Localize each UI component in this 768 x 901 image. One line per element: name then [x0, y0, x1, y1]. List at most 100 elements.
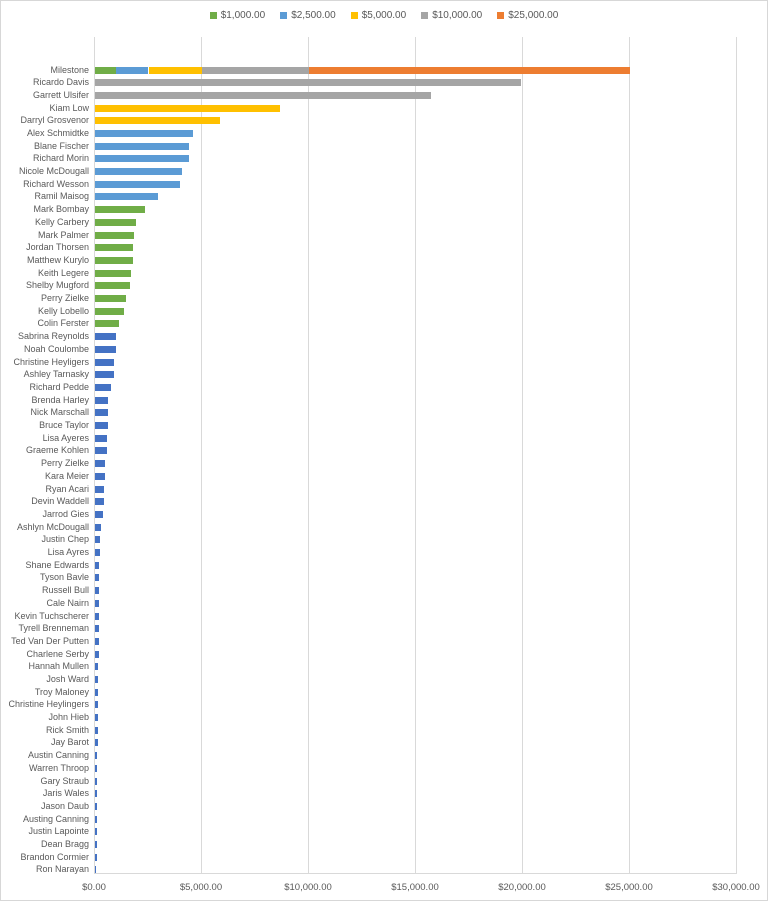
legend-label: $5,000.00	[361, 10, 407, 21]
bar	[95, 790, 98, 798]
category-label: Kelly Carbery	[34, 216, 89, 227]
legend-item: $25,000.00	[497, 10, 558, 21]
bar	[95, 815, 98, 823]
category-label: Ted Van Der Putten	[11, 635, 89, 646]
category-label: Richard Pedde	[29, 381, 89, 392]
x-tick-label: $30,000.00	[712, 882, 760, 893]
bar	[95, 256, 133, 264]
category-label: Bruce Taylor	[39, 420, 89, 431]
category-label: Troy Maloney	[34, 686, 89, 697]
category-label: Perry Zielke	[40, 293, 89, 304]
bar	[95, 142, 190, 150]
bar	[95, 129, 194, 137]
bar	[95, 447, 107, 455]
legend-label: $10,000.00	[432, 10, 483, 21]
bar	[95, 612, 100, 620]
x-tick-label: $10,000.00	[284, 882, 332, 893]
category-label: Shane Edwards	[25, 559, 89, 570]
legend-item: $2,500.00	[280, 10, 336, 21]
bar	[95, 536, 100, 544]
category-label: Mark Bombay	[33, 204, 89, 215]
category-label: Richard Morin	[32, 153, 89, 164]
bar	[95, 828, 97, 836]
bar	[95, 409, 109, 417]
bar	[95, 231, 134, 239]
bar	[95, 485, 105, 493]
category-label: Jay Barot	[50, 737, 89, 748]
category-label: Rick Smith	[45, 724, 89, 735]
category-label: Ashley Tarnasky	[23, 369, 89, 380]
x-tick-label: $20,000.00	[498, 882, 546, 893]
bar	[95, 472, 105, 480]
category-label: Tyrell Brenneman	[18, 623, 89, 634]
category-label: Richard Wesson	[23, 178, 89, 189]
category-label: Kara Meier	[44, 470, 89, 481]
category-label: Justin Chep	[41, 534, 89, 545]
bar	[95, 345, 116, 353]
category-label: Gary Straub	[40, 775, 89, 786]
legend-swatch-icon	[421, 12, 429, 19]
gridline	[201, 37, 202, 874]
milestone-bar-segment	[95, 66, 117, 74]
category-label: Graeme Kohlen	[25, 445, 89, 456]
category-label: Ron Narayan	[35, 864, 89, 875]
category-label: Keith Legere	[37, 267, 89, 278]
chart-legend: $1,000.00 $2,500.00 $5,000.00 $10,000.00 $25…	[1, 10, 767, 21]
category-label: Ricardo Davis	[32, 77, 89, 88]
category-label: Alex Schmidtke	[26, 127, 89, 138]
category-label: Austin Canning	[27, 750, 89, 761]
bar	[95, 498, 105, 506]
milestone-bar-segment	[202, 66, 309, 74]
category-label: Devin Waddell	[31, 496, 89, 507]
legend-label: $25,000.00	[508, 10, 559, 21]
bar	[95, 307, 124, 315]
category-label: Ashlyn McDougall	[16, 521, 89, 532]
bar	[95, 180, 180, 188]
bar	[95, 320, 119, 328]
legend-label: $2,500.00	[291, 10, 336, 21]
bar	[95, 625, 99, 633]
x-tick-label: $25,000.00	[605, 882, 653, 893]
category-label: Ryan Acari	[45, 483, 89, 494]
category-label: John Hieb	[48, 712, 89, 723]
bar	[95, 726, 98, 734]
category-label: Jarrod Gies	[42, 508, 89, 519]
milestone-bar-segment	[116, 66, 149, 74]
bar	[95, 739, 98, 747]
legend-swatch-icon	[280, 12, 288, 19]
category-label: Sabrina Reynolds	[17, 331, 89, 342]
category-label: Warren Throop	[28, 762, 89, 773]
bar	[95, 396, 109, 404]
bar	[95, 637, 99, 645]
category-label: Brandon Cormier	[20, 851, 89, 862]
category-label: Kelly Lobello	[37, 305, 89, 316]
category-label: Christine Heyligers	[13, 356, 89, 367]
category-label: Hannah Mullen	[28, 661, 89, 672]
category-label: Blane Fischer	[33, 140, 89, 151]
x-tick-label: $15,000.00	[391, 882, 439, 893]
category-label: Shelby Mugford	[25, 280, 89, 291]
category-label: Lisa Ayres	[47, 547, 89, 558]
gridline	[629, 37, 630, 874]
category-label: Mark Palmer	[37, 229, 89, 240]
category-label: Tyson Bavle	[39, 572, 89, 583]
milestone-bar-segment	[148, 66, 202, 74]
legend-swatch-icon	[209, 12, 217, 19]
category-label: Justin Lapointe	[28, 826, 89, 837]
bar	[95, 460, 105, 468]
legend-swatch-icon	[350, 12, 358, 19]
bar	[95, 587, 100, 595]
bar	[95, 269, 131, 277]
bar	[95, 752, 98, 760]
bar	[95, 523, 101, 531]
bar	[95, 168, 182, 176]
category-label: Noah Coulombe	[23, 343, 89, 354]
category-label: Kevin Tuchscherer	[14, 610, 89, 621]
bar	[95, 688, 98, 696]
x-tick-label: $0.00	[82, 882, 106, 893]
bar	[95, 549, 100, 557]
legend-label: $1,000.00	[220, 10, 266, 21]
x-tick-label: $5,000.00	[179, 882, 223, 893]
category-label: Jaris Wales	[42, 788, 89, 799]
bar	[95, 295, 127, 303]
